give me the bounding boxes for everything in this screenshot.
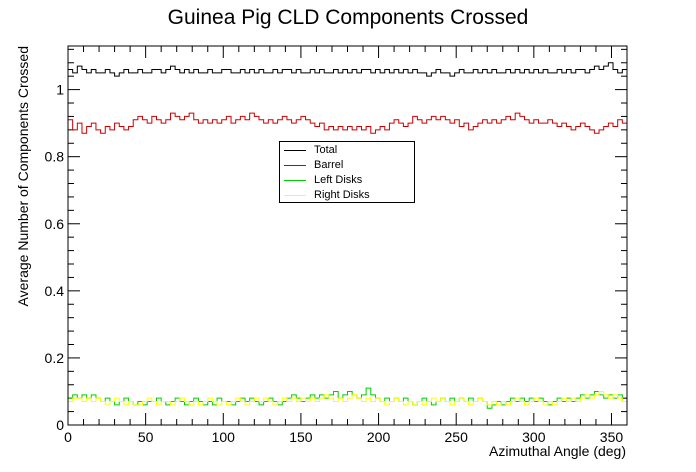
x-tick-label: 300 xyxy=(522,429,546,445)
x-tick-label: 100 xyxy=(212,429,236,445)
legend-label-barrel: Barrel xyxy=(314,159,344,171)
y-tick-label: 0.8 xyxy=(45,149,65,165)
x-axis-label: Azimuthal Angle (deg) xyxy=(489,443,626,459)
y-axis-label: Average Number of Components Crossed xyxy=(15,46,31,306)
y-tick-label: 0.2 xyxy=(45,350,65,366)
chart-title: Guinea Pig CLD Components Crossed xyxy=(168,6,529,29)
series-total-line xyxy=(68,62,627,77)
legend: Total Barrel Left Disks Right Disks xyxy=(279,141,415,203)
x-tick-label: 350 xyxy=(600,429,624,445)
legend-label-right-disks: Right Disks xyxy=(314,189,370,201)
x-tick-label: 50 xyxy=(138,429,154,445)
plot-frame xyxy=(67,45,628,426)
legend-swatch-left-disks xyxy=(284,180,306,181)
y-tick-label: 0.6 xyxy=(45,216,65,232)
x-tick-label: 0 xyxy=(64,429,72,445)
legend-swatch-right-disks xyxy=(284,195,306,196)
legend-label-left-disks: Left Disks xyxy=(314,174,363,186)
x-tick-label: 150 xyxy=(289,429,313,445)
series-barrel-line xyxy=(68,112,627,134)
x-tick-label: 200 xyxy=(367,429,391,445)
legend-swatch-barrel xyxy=(284,165,306,166)
series-right-disks-line xyxy=(68,390,627,406)
y-tick-label: 0.4 xyxy=(45,283,65,299)
legend-swatch-total xyxy=(284,150,306,151)
legend-label-total: Total xyxy=(314,144,338,156)
y-tick-label: 0 xyxy=(56,417,64,433)
x-tick-label: 250 xyxy=(445,429,469,445)
y-tick-label: 1 xyxy=(56,82,64,98)
